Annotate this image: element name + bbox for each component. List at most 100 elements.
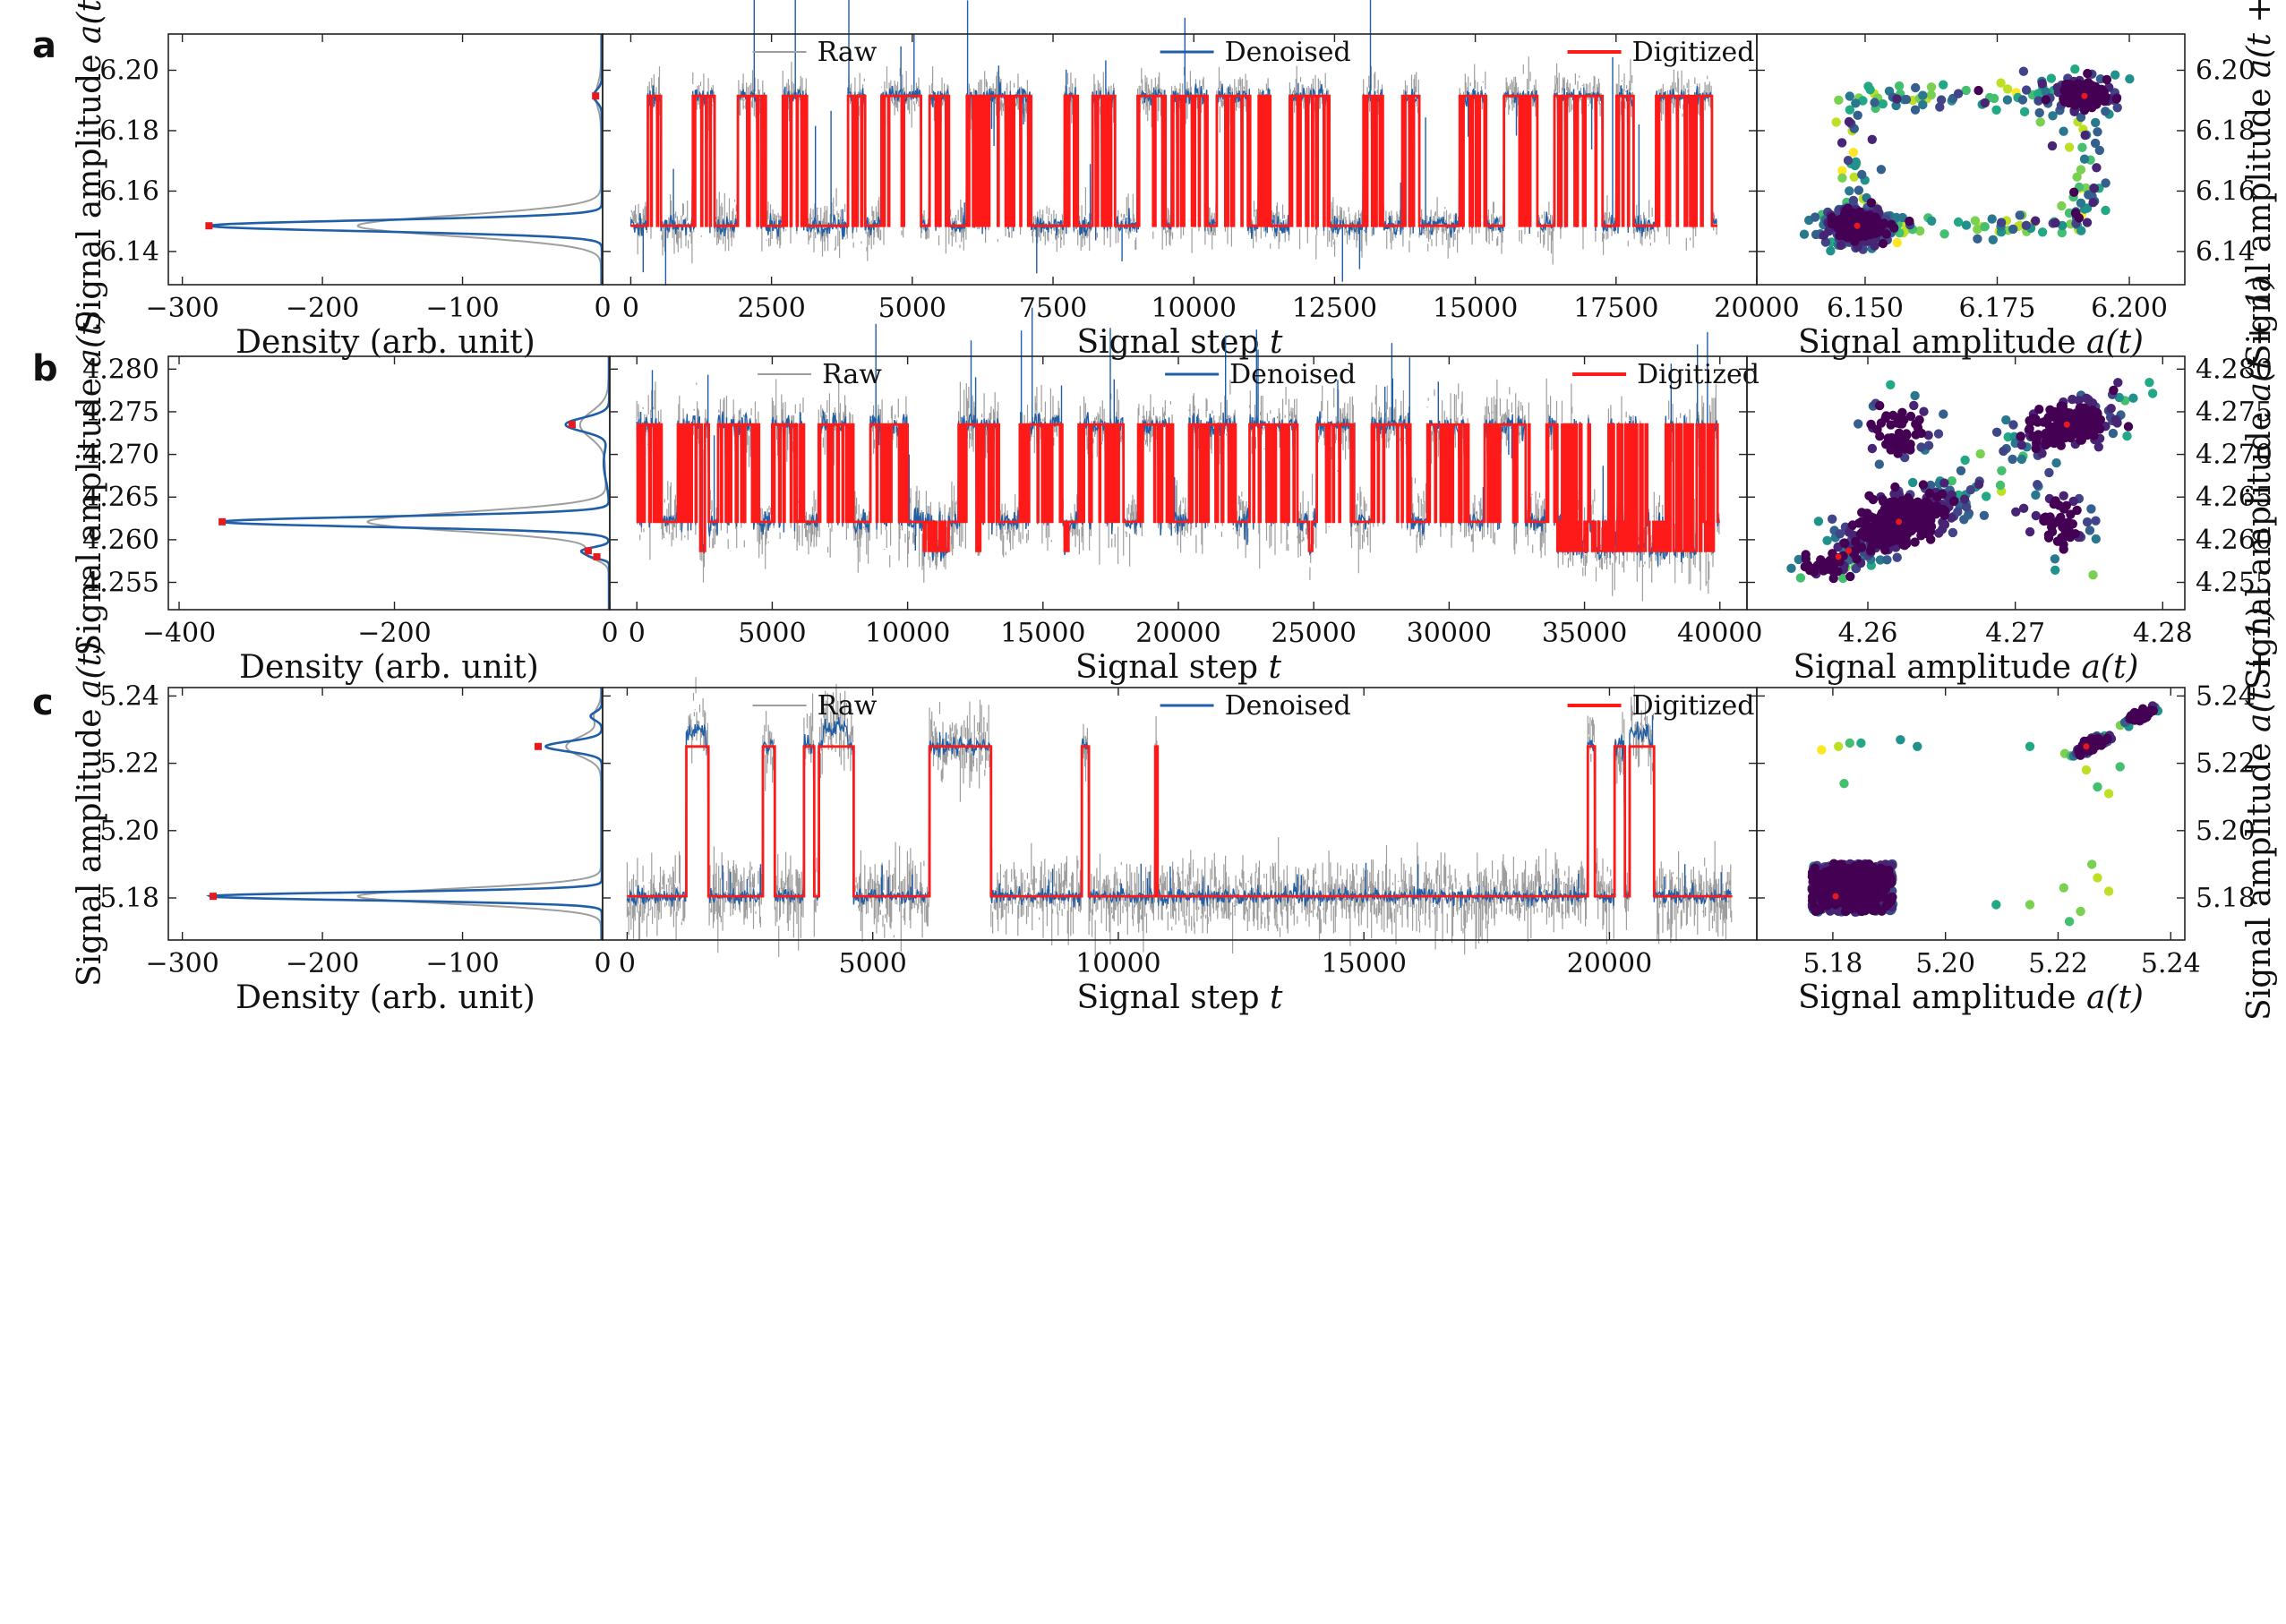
panel-b: b−400 −200 04.2554.2604.2654.2704.2754.280… (32, 277, 2278, 690)
trace-digitized-series (636, 423, 1720, 552)
scatter-point (1868, 513, 1879, 523)
scatter-point (2025, 900, 2035, 910)
scatter-point (1900, 438, 1910, 449)
scatter-point (2076, 226, 2086, 235)
trace-xtick-label: 20000 (1567, 948, 1652, 979)
trace-xtick-label: 5000 (738, 618, 806, 649)
scatter-point (1887, 219, 1896, 229)
scatter-point (2128, 393, 2138, 403)
scatter-point (2019, 107, 2030, 116)
scatter-point (1801, 550, 1811, 560)
scatter-point (1853, 110, 1862, 120)
scatter-point (1905, 216, 1914, 227)
density-peak-marker (593, 552, 601, 560)
scatter-ytick-label: 5.20 (2196, 816, 2256, 847)
trace-xlabel: Signal step t (1076, 979, 1283, 1016)
scatter-point (2077, 142, 2087, 152)
scatter-point (1882, 555, 1892, 565)
scatter-point (1817, 745, 1827, 755)
scatter-point (1838, 573, 1848, 584)
scatter-point (1857, 169, 1867, 180)
scatter-point (2076, 165, 2086, 175)
scatter-point (1812, 560, 1823, 570)
scatter-point (1865, 85, 1875, 95)
density-ytick-label: 4.280 (82, 354, 159, 385)
scatter-point (1844, 877, 1854, 888)
scatter-point (2008, 224, 2018, 235)
trace-xtick-label: 40000 (1677, 618, 1762, 649)
scatter-point (1837, 166, 1847, 175)
scatter-point (1922, 529, 1932, 539)
trace-xlabel: Signal step t (1075, 649, 1282, 686)
scatter-point (2064, 523, 2074, 533)
scatter-point (1918, 99, 1928, 110)
scatter-point (2101, 205, 2110, 216)
scatter-point (2011, 507, 2021, 517)
scatter-point (2057, 227, 2067, 238)
scatter-point (1868, 494, 1879, 505)
scatter-point (2092, 99, 2102, 109)
scatter-point (1875, 890, 1885, 901)
scatter-point (2063, 87, 2074, 98)
scatter-point (2033, 96, 2043, 106)
scatter-point (2076, 198, 2086, 208)
scatter-point (1892, 237, 1902, 248)
scatter-point (2044, 467, 2054, 478)
scatter-point (1871, 530, 1882, 540)
scatter-point (1865, 871, 1875, 881)
scatter-point (2082, 517, 2093, 527)
trace-xtick-label: 35000 (1542, 618, 1627, 649)
scatter-point (2070, 413, 2080, 423)
density-peak-marker (568, 421, 576, 429)
scatter-centroid (2063, 421, 2070, 428)
scatter-ytick-label: 6.16 (2196, 175, 2256, 207)
scatter-xlabel: Signal amplitude a(t) (1798, 324, 2144, 361)
scatter-point (2046, 73, 2057, 83)
scatter-point (1871, 522, 1881, 532)
density-frame (167, 355, 611, 611)
scatter-point (1908, 502, 1919, 512)
scatter-point (1939, 409, 1948, 419)
scatter-point (1953, 217, 1964, 227)
scatter-centroid (1854, 222, 1861, 229)
scatter-point (1874, 459, 1884, 469)
scatter-point (1843, 156, 1854, 166)
density-raw-curve (366, 356, 610, 610)
scatter-point (2045, 512, 2055, 522)
scatter-point (2041, 95, 2051, 105)
scatter-point (2033, 480, 2042, 490)
scatter-point (1845, 105, 1855, 115)
density-peak-marker (218, 517, 227, 526)
density-xtick-label: −300 (145, 948, 218, 979)
scatter-point (2043, 413, 2053, 423)
density-ytick-label: 6.16 (99, 175, 159, 207)
scatter-xtick-label: 4.28 (2133, 618, 2193, 649)
scatter-point (2113, 378, 2123, 388)
density-ylabel: Signal amplitude a(t) (72, 311, 108, 656)
trace-raw-series (626, 677, 1733, 958)
scatter-point (1897, 504, 1907, 515)
scatter-point (1861, 211, 1871, 221)
scatter-point (1824, 227, 1834, 236)
panel-letter: a (32, 25, 56, 66)
scatter-point (2102, 733, 2112, 744)
scatter-centroid (1845, 547, 1853, 554)
scatter-point (1973, 225, 1982, 235)
scatter-point (2025, 741, 2035, 751)
scatter-xtick-label: 5.20 (1915, 948, 1975, 979)
scatter-point (1875, 432, 1885, 441)
density-ylabel: Signal amplitude a(t) (72, 0, 108, 332)
scatter-point (1844, 865, 1854, 876)
scatter-point (1835, 869, 1845, 879)
scatter-point (2041, 431, 2051, 440)
scatter-point (1953, 89, 1964, 98)
scatter-point (2088, 198, 2098, 208)
scatter-ytick-label: 5.22 (2196, 748, 2256, 780)
scatter-point (1812, 889, 1822, 900)
scatter-point (1979, 510, 1990, 520)
scatter-point (1848, 195, 1859, 206)
scatter-point (1856, 543, 1867, 552)
scatter-point (1828, 573, 1838, 584)
